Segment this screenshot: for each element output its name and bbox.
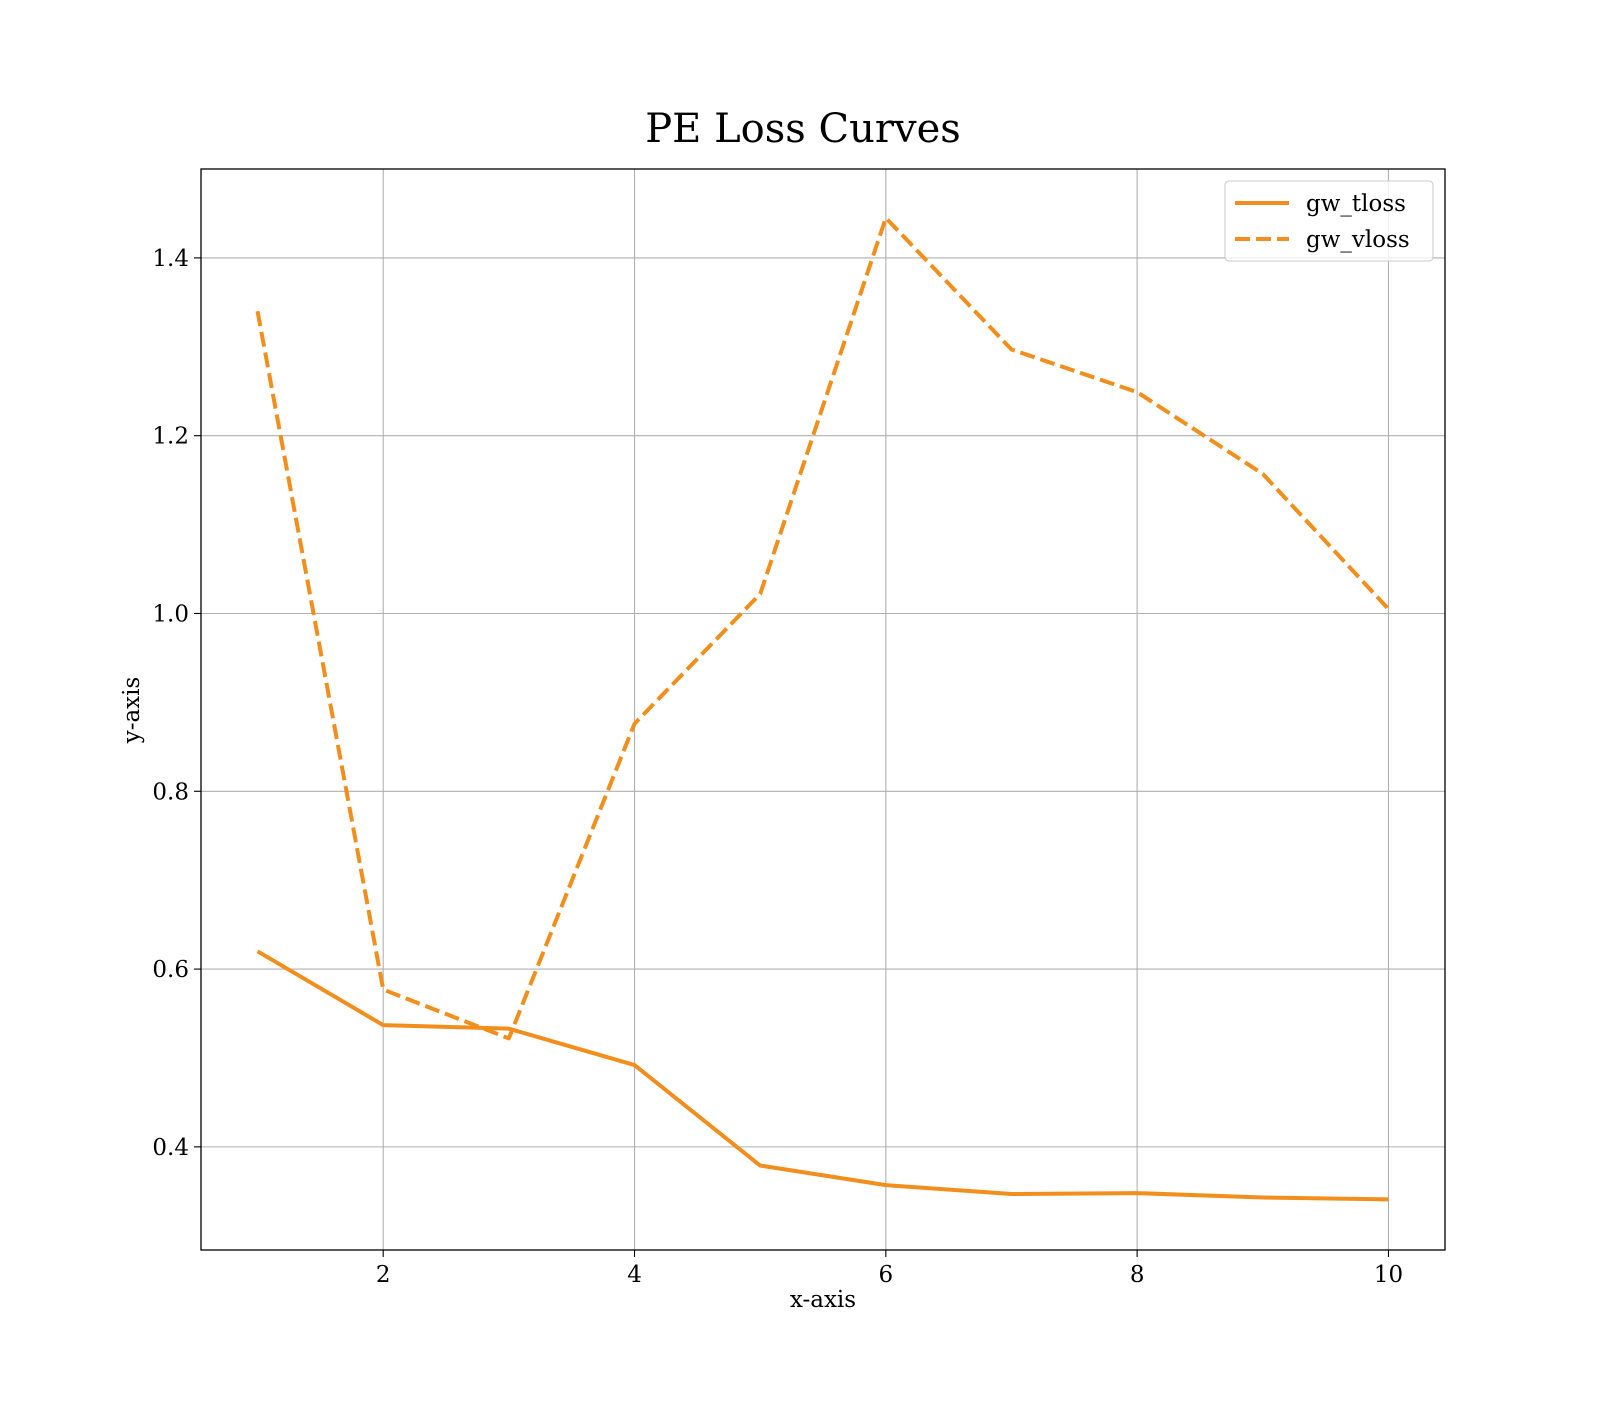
x-tick-label: 6 (879, 1262, 894, 1288)
chart-legend: gw_tloss gw_vloss (1224, 180, 1434, 262)
y-tick-label: 1.0 (152, 601, 189, 627)
series-line-gw_vloss (255, 215, 1390, 1041)
legend-label-gw_vloss: gw_vloss (1306, 227, 1410, 253)
y-tick-label: 0.8 (152, 779, 189, 805)
y-tick-label: 0.4 (152, 1135, 189, 1161)
series-line-gw_tloss (256, 949, 1389, 1202)
axis-ticks: 2 4 6 8 10 0.4 0.6 0.8 1.0 1.2 1.4 (152, 246, 1403, 1288)
series-lines (255, 215, 1390, 1202)
plot-area-frame (200, 168, 1446, 1251)
chart-title: PE Loss Curves (645, 106, 961, 152)
x-tick-label: 8 (1130, 1262, 1145, 1288)
y-axis-label: y-axis (119, 677, 145, 745)
x-tick-label: 2 (376, 1262, 391, 1288)
x-tick-label: 4 (627, 1262, 642, 1288)
legend-label-gw_tloss: gw_tloss (1306, 191, 1406, 217)
y-tick-label: 1.4 (152, 246, 189, 272)
x-tick-label: 10 (1374, 1262, 1403, 1288)
x-axis-label: x-axis (790, 1287, 856, 1313)
y-tick-label: 0.6 (152, 957, 189, 983)
y-tick-label: 1.2 (152, 424, 189, 450)
